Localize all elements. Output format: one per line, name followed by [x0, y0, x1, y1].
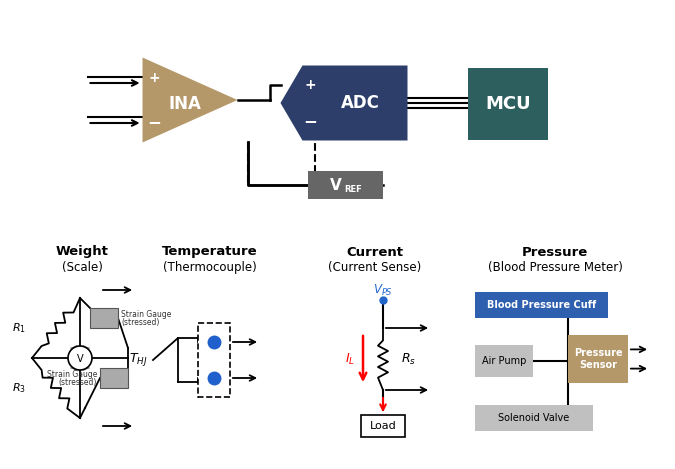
Text: $R_3$: $R_3$: [12, 381, 26, 395]
Text: $R_s$: $R_s$: [401, 351, 416, 367]
Text: Load: Load: [370, 421, 396, 431]
Text: +: +: [304, 78, 317, 92]
Bar: [475, 292, 608, 318]
Text: V: V: [77, 354, 83, 364]
Polygon shape: [281, 66, 408, 141]
Text: (stressed): (stressed): [59, 378, 97, 387]
Bar: [468, 68, 548, 140]
Text: V: V: [330, 179, 342, 194]
Text: Pressure: Pressure: [522, 245, 588, 258]
Bar: [568, 335, 628, 383]
Text: (Blood Pressure Meter): (Blood Pressure Meter): [487, 260, 622, 273]
Bar: [198, 323, 230, 397]
Text: Current: Current: [346, 245, 404, 258]
Text: Strain Gauge: Strain Gauge: [121, 310, 171, 319]
Polygon shape: [142, 58, 238, 143]
Text: $V_{PS}$: $V_{PS}$: [373, 282, 393, 297]
Bar: [90, 308, 118, 328]
Text: (Current Sense): (Current Sense): [328, 260, 422, 273]
Text: Solenoid Valve: Solenoid Valve: [498, 413, 570, 423]
Text: −: −: [304, 112, 317, 130]
Text: MCU: MCU: [485, 95, 531, 113]
Bar: [475, 405, 593, 431]
Text: Temperature: Temperature: [162, 245, 258, 258]
Text: $R_1$: $R_1$: [12, 321, 26, 335]
Bar: [308, 171, 383, 199]
Text: $I_L$: $I_L$: [345, 351, 355, 367]
Text: +: +: [148, 71, 161, 85]
Text: −: −: [148, 113, 161, 131]
Text: ADC: ADC: [341, 94, 379, 112]
Text: Weight: Weight: [55, 245, 109, 258]
Text: Strain Gauge: Strain Gauge: [47, 370, 97, 379]
Text: (stressed): (stressed): [121, 318, 159, 327]
Text: $T_{HJ}$: $T_{HJ}$: [130, 351, 148, 369]
Text: REF: REF: [344, 184, 362, 194]
Text: INA: INA: [169, 95, 201, 113]
Text: (Scale): (Scale): [61, 260, 103, 273]
Bar: [475, 345, 533, 377]
Bar: [100, 368, 128, 388]
Text: Blood Pressure Cuff: Blood Pressure Cuff: [487, 300, 596, 310]
Text: (Thermocouple): (Thermocouple): [163, 260, 257, 273]
Text: Air Pump: Air Pump: [482, 356, 526, 366]
Text: Pressure
Sensor: Pressure Sensor: [574, 348, 622, 370]
Bar: [361, 415, 405, 437]
Circle shape: [68, 346, 92, 370]
